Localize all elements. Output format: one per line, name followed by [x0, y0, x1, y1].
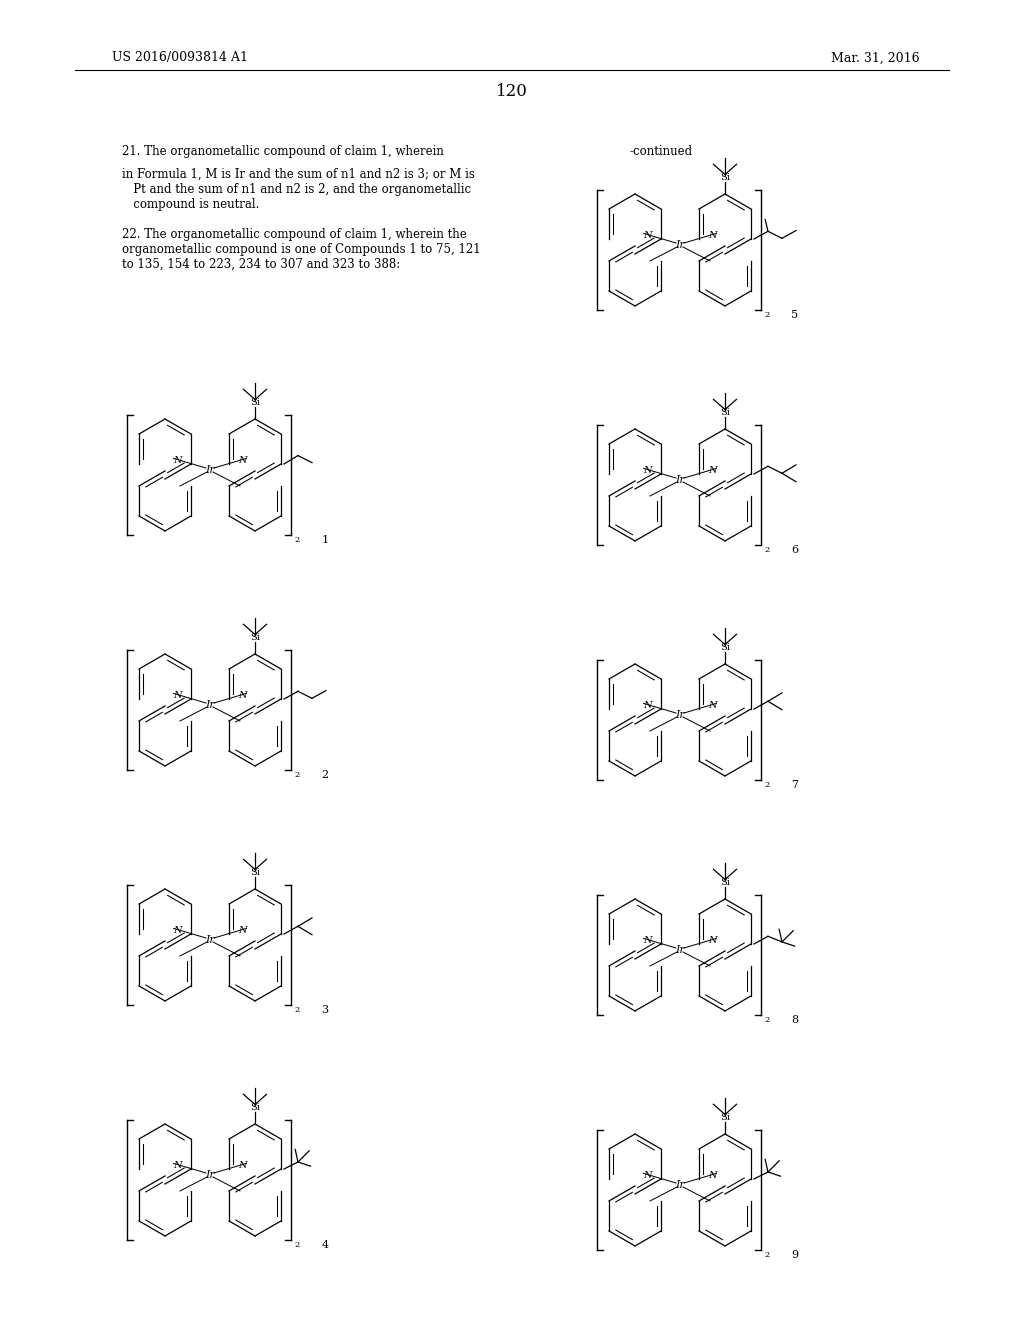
Text: 9: 9 [792, 1250, 799, 1261]
Text: Si: Si [250, 869, 260, 876]
Text: Ir: Ir [675, 710, 685, 719]
Text: Ir: Ir [675, 1180, 685, 1191]
Text: 7: 7 [792, 780, 799, 789]
Text: organometallic compound is one of Compounds 1 to 75, 121: organometallic compound is one of Compou… [122, 243, 480, 256]
Text: N: N [173, 455, 182, 465]
Text: Si: Si [720, 408, 730, 417]
Text: 6: 6 [792, 545, 799, 554]
Text: Si: Si [250, 399, 260, 407]
Text: to 135, 154 to 223, 234 to 307 and 323 to 388:: to 135, 154 to 223, 234 to 307 and 323 t… [122, 257, 400, 271]
Text: N: N [239, 1160, 247, 1170]
Text: Ir: Ir [205, 465, 215, 475]
Text: N: N [643, 1171, 652, 1180]
Text: 2: 2 [764, 546, 769, 554]
Text: Ir: Ir [205, 1170, 215, 1180]
Text: Si: Si [720, 1113, 730, 1122]
Text: N: N [643, 231, 652, 240]
Text: 2: 2 [294, 1006, 299, 1014]
Text: US 2016/0093814 A1: US 2016/0093814 A1 [112, 51, 248, 65]
Text: N: N [643, 936, 652, 945]
Text: 2: 2 [294, 771, 299, 779]
Text: in Formula 1, M is Ir and the sum of n1 and n2 is 3; or M is: in Formula 1, M is Ir and the sum of n1 … [122, 168, 475, 181]
Text: N: N [173, 925, 182, 935]
Text: N: N [239, 690, 247, 700]
Text: Si: Si [250, 1104, 260, 1111]
Text: 2: 2 [764, 1016, 769, 1024]
Text: Si: Si [720, 173, 730, 182]
Text: 2: 2 [764, 312, 769, 319]
Text: Pt and the sum of n1 and n2 is 2, and the organometallic: Pt and the sum of n1 and n2 is 2, and th… [122, 183, 471, 195]
Text: N: N [709, 936, 717, 945]
Text: 2: 2 [322, 770, 329, 780]
Text: -continued: -continued [630, 145, 693, 158]
Text: 2: 2 [294, 536, 299, 544]
Text: N: N [239, 455, 247, 465]
Text: 5: 5 [792, 310, 799, 319]
Text: N: N [709, 701, 717, 710]
Text: 2: 2 [764, 781, 769, 789]
Text: Si: Si [720, 643, 730, 652]
Text: 4: 4 [322, 1239, 329, 1250]
Text: N: N [643, 701, 652, 710]
Text: 1: 1 [322, 535, 329, 545]
Text: N: N [709, 1171, 717, 1180]
Text: N: N [643, 466, 652, 475]
Text: Ir: Ir [675, 240, 685, 249]
Text: Ir: Ir [205, 935, 215, 945]
Text: N: N [173, 1160, 182, 1170]
Text: N: N [173, 690, 182, 700]
Text: Ir: Ir [675, 475, 685, 484]
Text: Ir: Ir [675, 945, 685, 954]
Text: 3: 3 [322, 1005, 329, 1015]
Text: Ir: Ir [205, 700, 215, 710]
Text: 8: 8 [792, 1015, 799, 1026]
Text: N: N [709, 231, 717, 240]
Text: compound is neutral.: compound is neutral. [122, 198, 259, 211]
Text: 22. The organometallic compound of claim 1, wherein the: 22. The organometallic compound of claim… [122, 228, 467, 242]
Text: N: N [709, 466, 717, 475]
Text: Mar. 31, 2016: Mar. 31, 2016 [831, 51, 920, 65]
Text: 2: 2 [764, 1251, 769, 1259]
Text: 21. The organometallic compound of claim 1, wherein: 21. The organometallic compound of claim… [122, 145, 443, 158]
Text: Si: Si [720, 878, 730, 887]
Text: 2: 2 [294, 1241, 299, 1249]
Text: 120: 120 [496, 83, 528, 100]
Text: N: N [239, 925, 247, 935]
Text: Si: Si [250, 634, 260, 642]
